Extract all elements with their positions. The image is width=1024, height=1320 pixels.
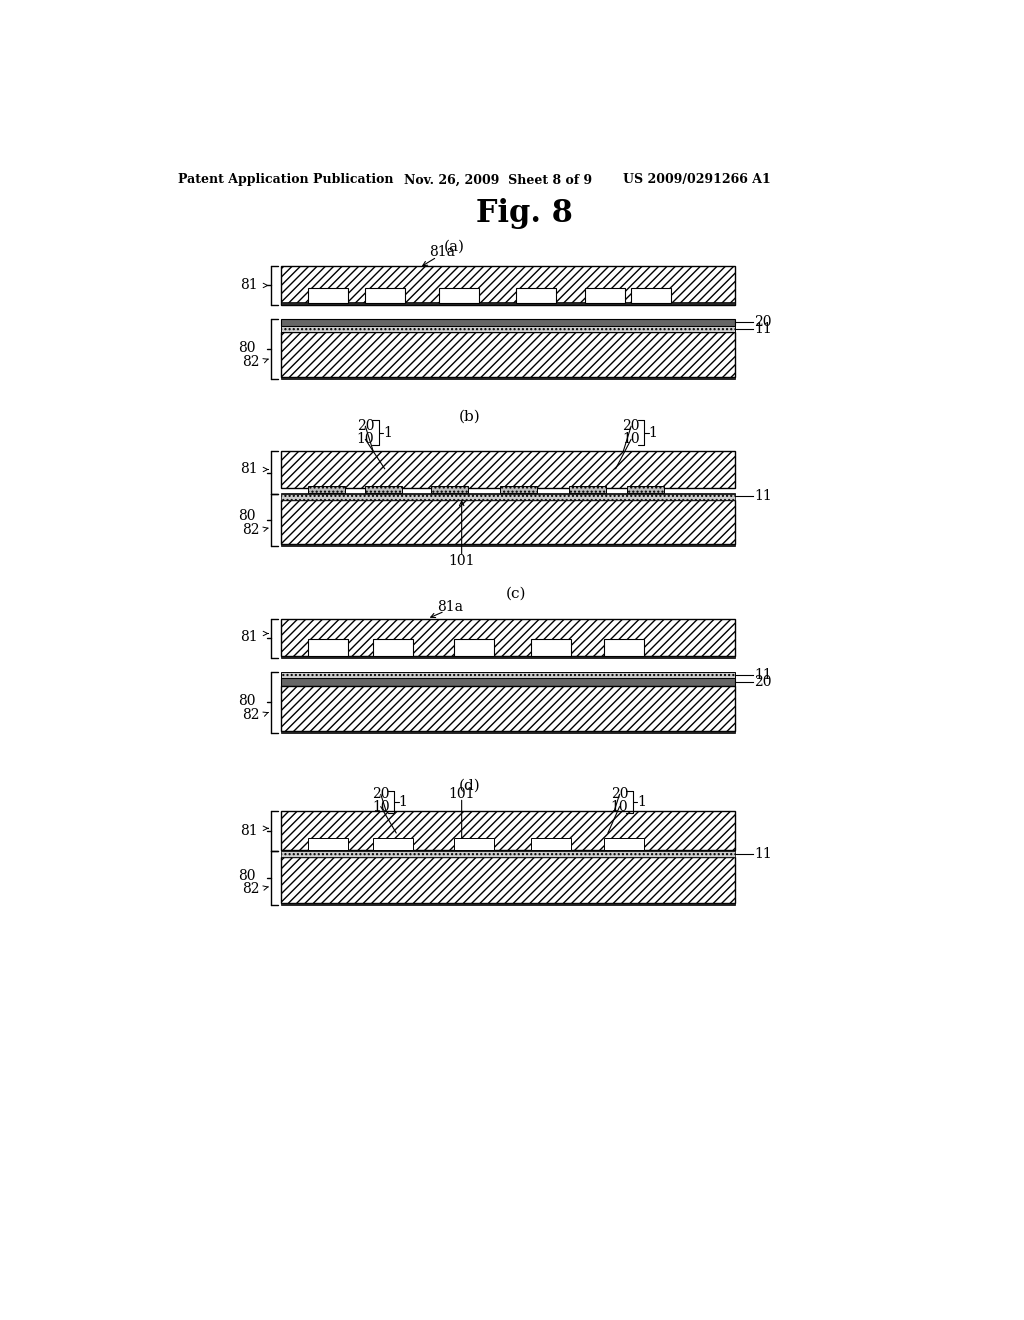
Bar — [281, 326, 735, 333]
Text: 20: 20 — [755, 315, 772, 330]
Text: (a): (a) — [443, 240, 465, 253]
Text: 10: 10 — [610, 800, 629, 813]
Bar — [281, 686, 735, 730]
Text: 20: 20 — [356, 420, 374, 433]
Text: 81: 81 — [240, 631, 258, 644]
Bar — [604, 838, 644, 850]
Text: 20: 20 — [372, 787, 389, 801]
Text: 82: 82 — [243, 708, 260, 722]
Text: 80: 80 — [239, 870, 256, 883]
Text: 11: 11 — [755, 322, 772, 337]
Bar — [281, 333, 735, 378]
Text: 1: 1 — [637, 795, 646, 809]
Bar — [438, 288, 478, 304]
Text: 81a: 81a — [437, 599, 463, 614]
Text: 10: 10 — [356, 433, 374, 446]
Bar — [569, 487, 606, 492]
Bar — [531, 639, 571, 656]
Text: 20: 20 — [610, 787, 629, 801]
Bar — [281, 812, 735, 850]
Text: (b): (b) — [459, 409, 480, 424]
Text: 82: 82 — [243, 523, 260, 537]
Bar — [281, 678, 735, 686]
Bar — [281, 903, 735, 906]
Text: 11: 11 — [755, 490, 772, 503]
Text: 11: 11 — [755, 847, 772, 862]
Text: 80: 80 — [239, 510, 256, 523]
Bar — [366, 288, 406, 304]
Bar — [431, 487, 468, 492]
Text: 81a: 81a — [429, 246, 456, 259]
Text: (d): (d) — [459, 779, 480, 793]
Bar — [373, 639, 413, 656]
Bar — [281, 494, 735, 499]
Bar — [454, 838, 494, 850]
Bar — [281, 267, 735, 305]
Bar — [281, 850, 735, 851]
Bar — [281, 378, 735, 379]
Text: 101: 101 — [449, 787, 475, 801]
Text: 1: 1 — [398, 795, 408, 809]
Text: 81: 81 — [240, 824, 258, 838]
Bar — [281, 544, 735, 546]
Text: Fig. 8: Fig. 8 — [476, 198, 573, 230]
Bar — [454, 639, 494, 656]
Text: 11: 11 — [755, 668, 772, 682]
Bar — [281, 857, 735, 903]
Text: Patent Application Publication: Patent Application Publication — [178, 173, 394, 186]
Bar — [281, 730, 735, 733]
Bar — [631, 288, 671, 304]
Bar — [500, 487, 538, 492]
Text: 80: 80 — [239, 694, 256, 709]
Text: 20: 20 — [755, 675, 772, 689]
Bar — [515, 288, 556, 304]
Text: 82: 82 — [243, 882, 260, 896]
Bar — [281, 318, 735, 326]
Text: 101: 101 — [449, 554, 475, 568]
Bar — [531, 838, 571, 850]
Bar — [281, 492, 735, 494]
Text: US 2009/0291266 A1: US 2009/0291266 A1 — [624, 173, 771, 186]
Bar — [281, 672, 735, 678]
Bar — [281, 656, 735, 659]
Text: (c): (c) — [505, 586, 525, 601]
Bar — [281, 499, 735, 544]
Bar — [628, 487, 665, 492]
Bar — [307, 639, 348, 656]
Bar — [281, 302, 735, 305]
Text: Nov. 26, 2009  Sheet 8 of 9: Nov. 26, 2009 Sheet 8 of 9 — [403, 173, 592, 186]
Bar — [307, 288, 348, 304]
Bar — [281, 619, 735, 656]
Bar — [307, 838, 348, 850]
Bar — [604, 639, 644, 656]
Text: 80: 80 — [239, 341, 256, 355]
Bar — [281, 851, 735, 857]
Bar — [281, 451, 735, 488]
Bar — [373, 838, 413, 850]
Text: 20: 20 — [623, 420, 640, 433]
Text: 10: 10 — [372, 800, 389, 813]
Text: 10: 10 — [623, 433, 640, 446]
Bar — [366, 487, 402, 492]
Bar — [307, 487, 345, 492]
Bar — [585, 288, 625, 304]
Text: 1: 1 — [383, 425, 392, 440]
Text: 81: 81 — [240, 462, 258, 477]
Text: 81: 81 — [240, 279, 258, 293]
Text: 1: 1 — [649, 425, 657, 440]
Text: 82: 82 — [243, 355, 260, 368]
